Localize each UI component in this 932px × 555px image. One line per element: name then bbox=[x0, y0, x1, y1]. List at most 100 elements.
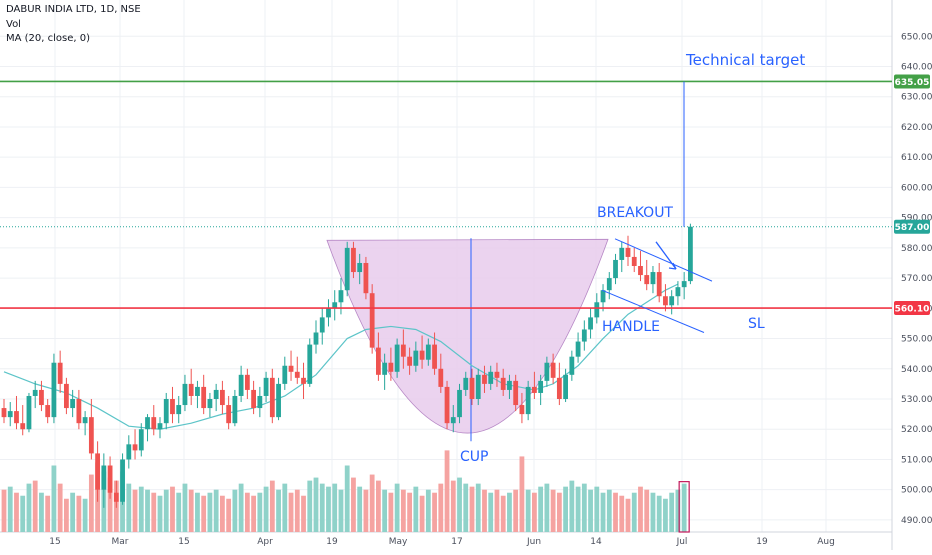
volume-bar bbox=[82, 498, 88, 532]
candle-body bbox=[238, 374, 244, 396]
volume-bar bbox=[238, 483, 244, 532]
time-tick-label: Jul bbox=[676, 537, 688, 547]
price-tick-label: 510.00 bbox=[901, 455, 932, 465]
candle-body bbox=[45, 405, 51, 418]
volume-bar bbox=[344, 465, 350, 532]
candle-body bbox=[307, 344, 313, 384]
candle-body bbox=[113, 492, 119, 502]
volume-bar bbox=[500, 495, 506, 532]
target-price-tag: 635.05 bbox=[895, 78, 930, 88]
time-tick-label: Aug bbox=[817, 537, 835, 547]
target-price-tag-bg bbox=[894, 74, 930, 89]
volume-bar bbox=[663, 498, 668, 532]
candle-body bbox=[525, 386, 531, 415]
candle-body bbox=[313, 332, 319, 345]
volume-bar bbox=[388, 492, 394, 532]
candle-body bbox=[288, 365, 294, 372]
price-tick-label: 500.00 bbox=[901, 486, 932, 496]
candle-body bbox=[170, 399, 175, 415]
volume-bar bbox=[644, 489, 650, 532]
breakout-arrow-head bbox=[668, 262, 677, 270]
candle-body bbox=[581, 329, 587, 342]
volume-bar bbox=[226, 498, 232, 532]
volume-bar bbox=[569, 480, 575, 532]
volume-bar bbox=[594, 486, 600, 532]
volume-bar bbox=[363, 489, 369, 532]
volume-bar bbox=[1, 489, 7, 532]
candle-body bbox=[425, 344, 431, 360]
candle-body bbox=[120, 459, 125, 502]
candle-body bbox=[563, 374, 568, 399]
cup-shading bbox=[326, 238, 609, 434]
candle-body bbox=[488, 371, 494, 384]
candle-body bbox=[619, 247, 625, 260]
volume-bar bbox=[39, 492, 44, 532]
volume-bar bbox=[681, 483, 687, 532]
candle-body bbox=[195, 386, 200, 396]
candle-body bbox=[532, 386, 537, 393]
price-tick-label: 590.00 bbox=[901, 214, 932, 224]
volume-bar bbox=[575, 486, 581, 532]
volume-bar bbox=[432, 492, 437, 532]
candle-body bbox=[550, 362, 556, 378]
time-tick-label: 15 bbox=[178, 537, 189, 547]
candle-body bbox=[251, 389, 256, 409]
candle-body bbox=[463, 377, 469, 390]
volume-bar bbox=[581, 483, 587, 532]
volume-bar bbox=[525, 489, 531, 532]
candle-body bbox=[163, 399, 169, 424]
symbol-title[interactable]: DABUR INDIA LTD, 1D, NSE bbox=[6, 4, 141, 15]
handle-upper-trendline bbox=[614, 238, 713, 282]
time-tick-label: 14 bbox=[590, 537, 602, 547]
candle-body bbox=[1, 408, 7, 418]
volume-bar bbox=[332, 483, 338, 532]
candle-body bbox=[475, 374, 481, 399]
volume-bar bbox=[257, 492, 263, 532]
candle-body bbox=[432, 344, 437, 369]
time-tick-label: Apr bbox=[257, 537, 273, 547]
candle-body bbox=[594, 302, 600, 318]
price-tick-label: 600.00 bbox=[901, 183, 932, 193]
candle-body bbox=[519, 405, 525, 415]
volume-bar bbox=[507, 492, 512, 532]
volume-bar bbox=[382, 489, 388, 532]
candle-body bbox=[344, 247, 350, 291]
volume-bar bbox=[619, 495, 625, 532]
candle-body bbox=[569, 356, 575, 375]
candle-body bbox=[394, 344, 400, 372]
volume-bar bbox=[532, 492, 537, 532]
volume-bar bbox=[488, 492, 494, 532]
candle-body bbox=[382, 362, 388, 375]
candle-body bbox=[126, 444, 132, 460]
price-tick-label: 650.00 bbox=[901, 32, 932, 42]
volume-bar bbox=[494, 489, 500, 532]
candle-body bbox=[276, 383, 281, 418]
time-tick-label: Jun bbox=[526, 537, 541, 547]
volume-bar bbox=[170, 486, 175, 532]
candle-body bbox=[376, 347, 381, 375]
volume-highlight-box bbox=[678, 481, 690, 533]
candle-body bbox=[625, 247, 631, 257]
candle-body bbox=[631, 256, 637, 266]
volume-bar bbox=[407, 492, 412, 532]
candle-body bbox=[363, 262, 369, 294]
candle-body bbox=[176, 405, 182, 415]
volume-bar bbox=[613, 492, 618, 532]
ma-indicator-label[interactable]: MA (20, close, 0) bbox=[6, 33, 91, 44]
price-tick-label: 610.00 bbox=[901, 153, 932, 163]
volume-bar bbox=[457, 477, 462, 532]
price-tick-label: 550.00 bbox=[901, 335, 932, 345]
volume-bar bbox=[132, 489, 138, 532]
volume-indicator-label[interactable]: Vol bbox=[6, 19, 21, 30]
last-price-tag: 587.00 bbox=[895, 223, 930, 233]
volume-bar bbox=[513, 489, 519, 532]
candle-body bbox=[606, 278, 612, 291]
volume-bar bbox=[394, 483, 400, 532]
candle-body bbox=[101, 465, 107, 490]
volume-bar bbox=[70, 492, 76, 532]
candle-body bbox=[226, 405, 232, 424]
volume-bar bbox=[301, 495, 306, 532]
candle-body bbox=[444, 386, 450, 424]
